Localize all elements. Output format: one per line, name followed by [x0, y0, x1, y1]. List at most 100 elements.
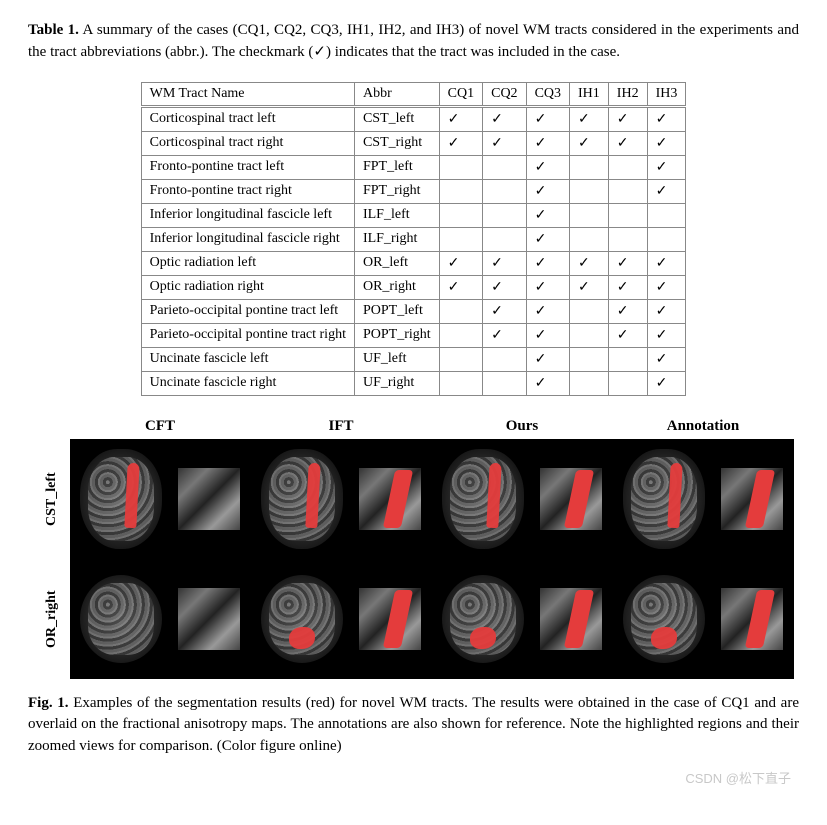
cell-check: ✓	[647, 155, 686, 179]
zoom-inset	[540, 468, 602, 530]
cell-check: ✓	[526, 275, 569, 299]
figure-panel	[432, 439, 613, 559]
cell-check	[608, 203, 647, 227]
zoom-inset	[178, 468, 240, 530]
cell-abbr: ILF_left	[354, 203, 439, 227]
table-row: Optic radiation leftOR_left✓✓✓✓✓✓	[141, 251, 686, 275]
segmentation-overlay	[124, 462, 139, 528]
th-abbr: Abbr	[354, 82, 439, 106]
cell-check: ✓	[647, 371, 686, 395]
cell-abbr: CST_left	[354, 106, 439, 131]
cell-check: ✓	[647, 347, 686, 371]
cell-check	[570, 179, 609, 203]
cell-check	[439, 203, 482, 227]
th-cq3: CQ3	[526, 82, 569, 106]
cell-check: ✓	[526, 371, 569, 395]
cell-check	[570, 203, 609, 227]
cell-check	[439, 155, 482, 179]
cell-tract-name: Optic radiation left	[141, 251, 354, 275]
cell-tract-name: Corticospinal tract right	[141, 131, 354, 155]
cell-tract-name: Fronto-pontine tract left	[141, 155, 354, 179]
figure-caption-text: Examples of the segmentation results (re…	[28, 695, 799, 755]
tracts-table: WM Tract Name Abbr CQ1 CQ2 CQ3 IH1 IH2 I…	[141, 82, 687, 396]
cell-check: ✓	[526, 347, 569, 371]
cell-check: ✓	[647, 251, 686, 275]
cell-check	[439, 323, 482, 347]
cell-check: ✓	[608, 299, 647, 323]
cell-abbr: OR_left	[354, 251, 439, 275]
zoom-segmentation	[383, 590, 413, 648]
cell-check	[570, 371, 609, 395]
row-label-or: OR_right	[34, 559, 70, 679]
cell-check: ✓	[483, 275, 526, 299]
zoom-inset	[359, 468, 421, 530]
th-cq2: CQ2	[483, 82, 526, 106]
cell-check: ✓	[483, 131, 526, 155]
col-header-cft: CFT	[70, 416, 251, 439]
cell-check	[483, 179, 526, 203]
brain-image	[80, 449, 162, 549]
cell-check	[608, 347, 647, 371]
cell-check	[570, 227, 609, 251]
segmentation-overlay	[305, 462, 320, 528]
cell-check	[483, 371, 526, 395]
cell-check: ✓	[526, 155, 569, 179]
table-row: Parieto-occipital pontine tract rightPOP…	[141, 323, 686, 347]
cell-check	[608, 179, 647, 203]
th-ih1: IH1	[570, 82, 609, 106]
brain-image	[261, 449, 343, 549]
brain-image	[261, 575, 343, 663]
cell-tract-name: Parieto-occipital pontine tract left	[141, 299, 354, 323]
cell-abbr: POPT_right	[354, 323, 439, 347]
cell-abbr: ILF_right	[354, 227, 439, 251]
th-ih3: IH3	[647, 82, 686, 106]
figure-panel	[613, 559, 794, 679]
cell-check: ✓	[608, 323, 647, 347]
cell-check: ✓	[483, 299, 526, 323]
cell-check: ✓	[483, 323, 526, 347]
cell-check	[570, 299, 609, 323]
cell-check	[483, 155, 526, 179]
cell-check: ✓	[608, 106, 647, 131]
cell-abbr: UF_right	[354, 371, 439, 395]
cell-check: ✓	[570, 131, 609, 155]
cell-check	[608, 371, 647, 395]
table-row: Inferior longitudinal fascicle leftILF_l…	[141, 203, 686, 227]
cell-check: ✓	[526, 227, 569, 251]
cell-check: ✓	[608, 251, 647, 275]
cell-abbr: FPT_right	[354, 179, 439, 203]
cell-abbr: OR_right	[354, 275, 439, 299]
cell-tract-name: Uncinate fascicle left	[141, 347, 354, 371]
cell-check	[483, 227, 526, 251]
cell-check	[570, 323, 609, 347]
figure-caption: Fig. 1. Examples of the segmentation res…	[28, 693, 799, 758]
table-row: Optic radiation rightOR_right✓✓✓✓✓✓	[141, 275, 686, 299]
th-name: WM Tract Name	[141, 82, 354, 106]
segmentation-overlay	[470, 627, 496, 649]
table-row: Parieto-occipital pontine tract leftPOPT…	[141, 299, 686, 323]
brain-image	[80, 575, 162, 663]
figure-col-headers: CFT IFT Ours Annotation	[34, 416, 794, 439]
segmentation-overlay	[289, 627, 315, 649]
cell-abbr: POPT_left	[354, 299, 439, 323]
cell-check	[439, 227, 482, 251]
header-spacer	[34, 416, 70, 439]
col-header-annotation: Annotation	[613, 416, 794, 439]
cell-check	[439, 179, 482, 203]
figure-1: CFT IFT Ours Annotation CST_left OR_righ…	[34, 416, 794, 679]
row-label-cst: CST_left	[34, 439, 70, 559]
cell-check	[439, 299, 482, 323]
zoom-segmentation	[564, 470, 594, 528]
zoom-inset	[721, 468, 783, 530]
table-row: Uncinate fascicle leftUF_left ✓ ✓	[141, 347, 686, 371]
brain-image	[442, 575, 524, 663]
cell-check: ✓	[570, 251, 609, 275]
figure-panel	[432, 559, 613, 679]
cell-check: ✓	[526, 203, 569, 227]
table-row: Uncinate fascicle rightUF_right✓✓	[141, 371, 686, 395]
cell-abbr: UF_left	[354, 347, 439, 371]
cell-check	[483, 347, 526, 371]
brain-image	[442, 449, 524, 549]
figure-panel	[70, 439, 251, 559]
cell-check: ✓	[647, 323, 686, 347]
